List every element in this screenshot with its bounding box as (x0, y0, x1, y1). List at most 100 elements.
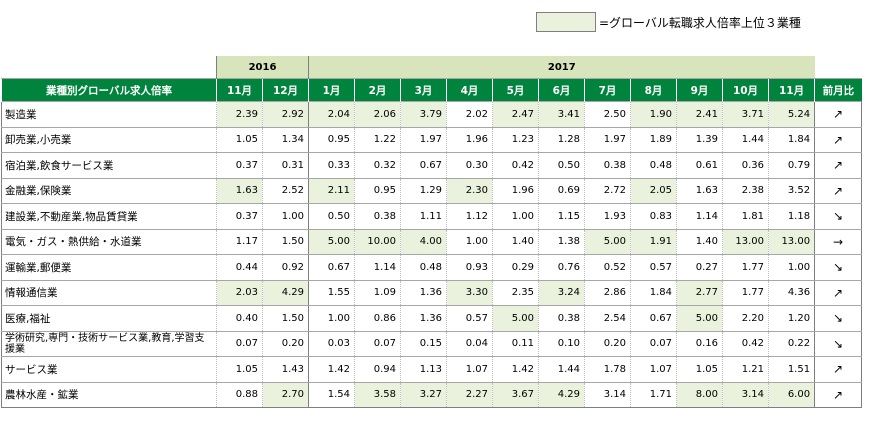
value-cell: 0.38 (584, 152, 631, 179)
value-cell: 2.35 (492, 279, 539, 306)
value-cell: 1.05 (216, 126, 263, 153)
header-month: 1月 (308, 78, 355, 102)
row-category: 学術研究,専門・技術サービス業,教育,学習支援業 (1, 330, 217, 357)
value-cell: 0.95 (354, 177, 401, 204)
value-cell: 0.67 (308, 254, 355, 281)
value-cell: 1.20 (767, 305, 815, 332)
value-cell: 2.92 (262, 101, 309, 128)
row-category: 卸売業,小売業 (1, 126, 217, 153)
value-cell: 0.22 (767, 330, 815, 357)
value-cell: 2.20 (722, 305, 769, 332)
value-cell: 1.15 (538, 203, 585, 230)
value-cell: 1.40 (676, 228, 723, 255)
value-cell: 0.38 (538, 305, 585, 332)
value-cell: 0.07 (216, 330, 263, 357)
legend-swatch (536, 12, 596, 32)
value-cell: 1.40 (492, 228, 539, 255)
row-category: 製造業 (1, 101, 217, 128)
value-cell: 0.33 (308, 152, 355, 179)
value-cell: 3.58 (354, 381, 401, 408)
row-category: 建設業,不動産業,物品賃貸業 (1, 203, 217, 230)
header-month: 7月 (584, 78, 631, 102)
table-row: 農林水産・鉱業 0.88 2.70 1.54 3.58 3.27 2.27 3.67 4.29 3… (1, 381, 863, 408)
value-cell: 0.07 (630, 330, 677, 357)
value-cell: 0.40 (216, 305, 263, 332)
value-cell: 2.04 (308, 101, 355, 128)
value-cell: 0.42 (722, 330, 769, 357)
value-cell: 2.11 (308, 177, 355, 204)
legend-label: =グローバル転職求人倍率上位３業種 (599, 15, 801, 30)
value-cell: 0.92 (262, 254, 309, 281)
value-cell: 1.00 (767, 254, 815, 281)
header-month: 3月 (400, 78, 447, 102)
value-cell: 1.18 (767, 203, 815, 230)
value-cell: 1.96 (492, 177, 539, 204)
value-cell: 1.89 (630, 126, 677, 153)
value-cell: 2.72 (584, 177, 631, 204)
value-cell: 0.52 (584, 254, 631, 281)
value-cell: 1.34 (262, 126, 309, 153)
value-cell: 0.61 (676, 152, 723, 179)
value-cell: 0.38 (354, 203, 401, 230)
value-cell: 3.14 (584, 381, 631, 408)
value-cell: 0.29 (492, 254, 539, 281)
table-row: 卸売業,小売業 1.05 1.34 0.95 1.22 1.97 1.96 1.23 1.28 1… (1, 126, 863, 153)
trend-arrow-icon: ↗ (814, 381, 863, 408)
value-cell: 8.00 (676, 381, 723, 408)
value-cell: 3.24 (538, 279, 585, 306)
value-cell: 1.00 (262, 203, 309, 230)
value-cell: 1.38 (538, 228, 585, 255)
trend-arrow-icon: ↘ (814, 305, 863, 332)
trend-arrow-icon: ↗ (814, 126, 863, 153)
trend-arrow-icon: ↗ (814, 101, 863, 128)
value-cell: 1.55 (308, 279, 355, 306)
value-cell: 0.69 (538, 177, 585, 204)
header-category: 業種別グローバル求人倍率 (1, 78, 217, 102)
value-cell: 0.88 (216, 381, 263, 408)
value-cell: 1.17 (216, 228, 263, 255)
value-cell: 0.67 (630, 305, 677, 332)
value-cell: 1.78 (584, 356, 631, 383)
value-cell: 0.83 (630, 203, 677, 230)
row-category: 宿泊業,飲食サービス業 (1, 152, 217, 179)
value-cell: 1.77 (722, 254, 769, 281)
value-cell: 1.93 (584, 203, 631, 230)
value-cell: 1.50 (262, 305, 309, 332)
value-cell: 0.42 (492, 152, 539, 179)
value-cell: 1.22 (354, 126, 401, 153)
value-cell: 13.00 (767, 228, 815, 255)
table-row: 情報通信業 2.03 4.29 1.55 1.09 1.36 3.30 2.35 3.24 2.8… (1, 279, 863, 306)
value-cell: 1.77 (722, 279, 769, 306)
trend-arrow-icon: ↗ (814, 177, 863, 204)
value-cell: 0.76 (538, 254, 585, 281)
value-cell: 2.02 (446, 101, 493, 128)
year-2017: 2017 (307, 56, 815, 79)
value-cell: 1.14 (676, 203, 723, 230)
trend-arrow-icon: ↘ (814, 330, 863, 357)
value-cell: 1.00 (446, 228, 493, 255)
value-cell: 6.00 (767, 381, 815, 408)
value-cell: 0.50 (538, 152, 585, 179)
value-cell: 1.00 (492, 203, 539, 230)
value-cell: 1.23 (492, 126, 539, 153)
value-cell: 1.44 (538, 356, 585, 383)
value-cell: 3.67 (492, 381, 539, 408)
value-cell: 3.79 (400, 101, 447, 128)
value-cell: 2.77 (676, 279, 723, 306)
value-cell: 1.84 (767, 126, 815, 153)
value-cell: 2.38 (722, 177, 769, 204)
header-month: 9月 (676, 78, 723, 102)
trend-arrow-icon: ↗ (814, 279, 863, 306)
value-cell: 4.36 (767, 279, 815, 306)
value-cell: 1.09 (354, 279, 401, 306)
value-cell: 1.07 (446, 356, 493, 383)
value-cell: 2.70 (262, 381, 309, 408)
value-cell: 2.03 (216, 279, 263, 306)
header-month: 12月 (262, 78, 309, 102)
value-cell: 0.11 (492, 330, 539, 357)
table-row: 金融業,保険業 1.63 2.52 2.11 0.95 1.29 2.30 1.96 0.69 2… (1, 177, 863, 204)
row-category: 医療,福祉 (1, 305, 217, 332)
value-cell: 1.44 (722, 126, 769, 153)
value-cell: 5.00 (676, 305, 723, 332)
value-cell: 1.28 (538, 126, 585, 153)
